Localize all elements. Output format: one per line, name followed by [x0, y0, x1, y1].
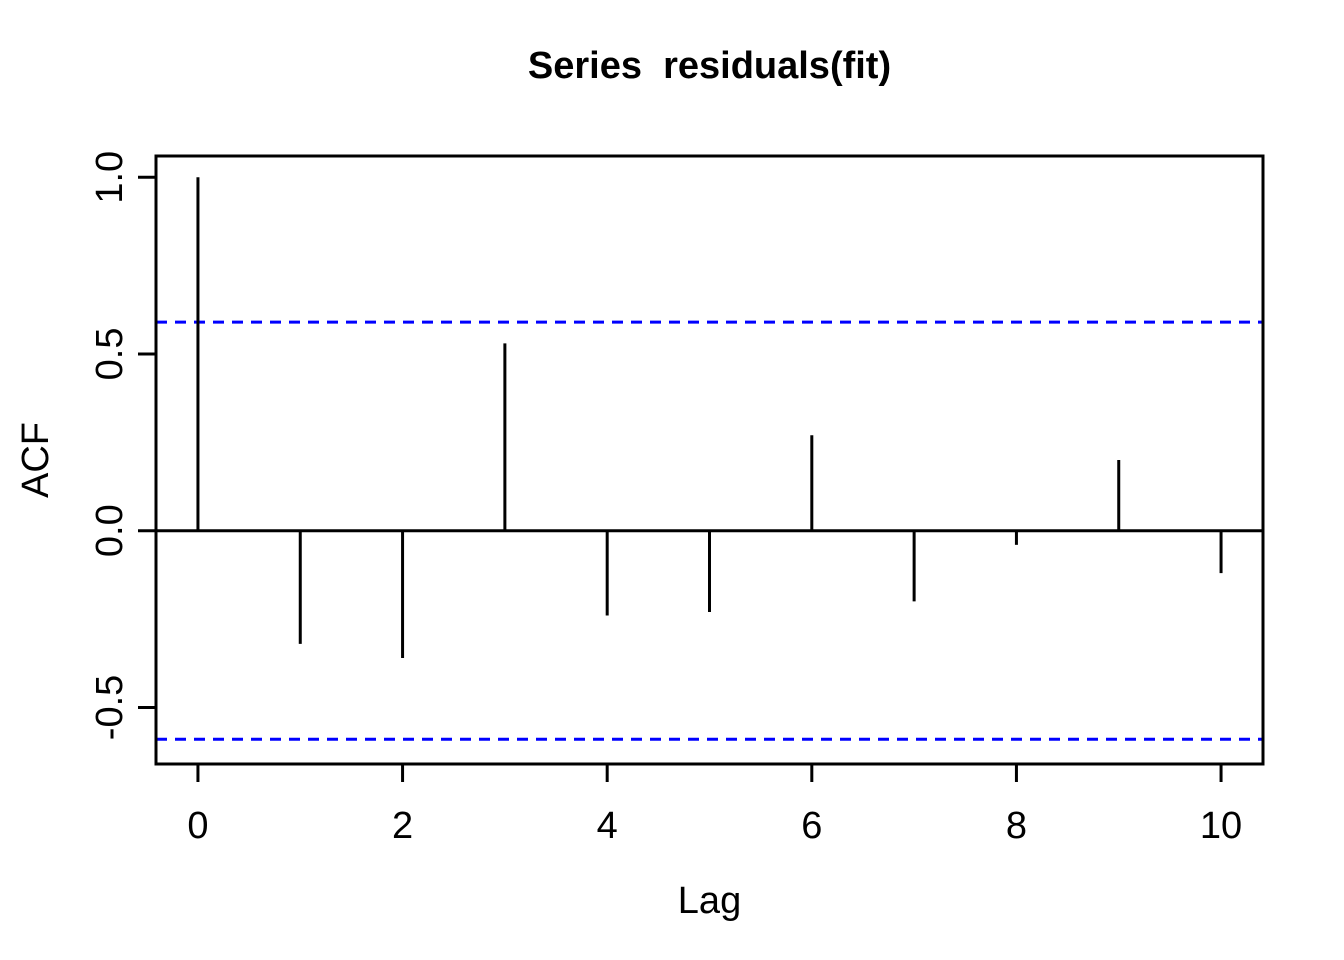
y-tick-label: 0.0	[89, 504, 131, 557]
y-tick-label: 1.0	[89, 151, 131, 204]
x-tick-label: 2	[392, 805, 413, 847]
x-tick-label: 10	[1200, 805, 1242, 847]
y-tick-label: 0.5	[89, 328, 131, 381]
y-tick-label: -0.5	[89, 675, 131, 740]
x-tick-label: 0	[187, 805, 208, 847]
plot-border	[154, 154, 1265, 766]
x-tick-label: 8	[1006, 805, 1027, 847]
x-axis-title: Lag	[677, 880, 742, 922]
x-tick-label: 6	[801, 805, 822, 847]
chart-title: Series residuals(fit)	[527, 45, 892, 87]
x-tick-label: 4	[597, 805, 618, 847]
